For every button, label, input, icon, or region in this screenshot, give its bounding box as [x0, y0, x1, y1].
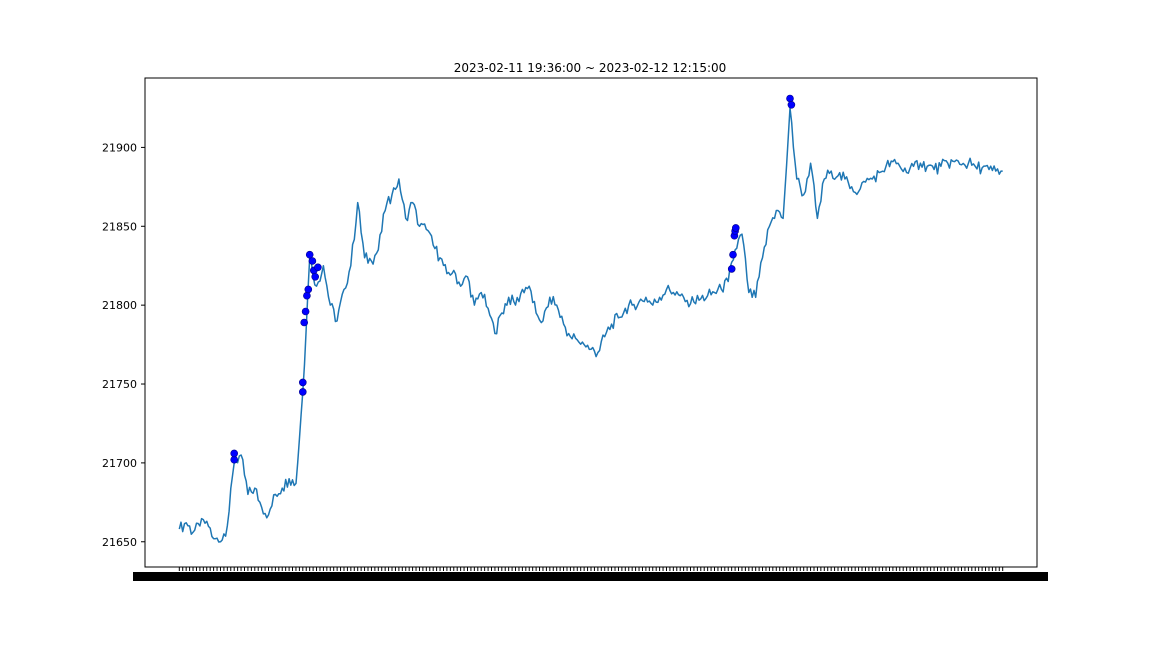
y-tick-label: 21750	[102, 378, 137, 391]
series-layer	[178, 107, 1003, 543]
signal-marker	[787, 101, 796, 109]
signal-marker	[298, 378, 307, 387]
signal-marker	[727, 265, 736, 273]
signal-marker	[300, 318, 309, 327]
signal-marker	[786, 94, 794, 103]
signal-marker	[298, 388, 307, 396]
y-tick-label: 21800	[102, 299, 137, 312]
y-tick-label: 21900	[102, 141, 137, 154]
marker-layer	[230, 94, 796, 464]
y-tick-label: 21850	[102, 220, 137, 233]
plot-area: 21650 21700 21750 21800 21850 21900	[102, 77, 1048, 581]
y-tick-label: 21650	[102, 536, 137, 549]
signal-marker	[230, 455, 238, 464]
signal-marker	[305, 250, 314, 259]
x-axis	[133, 567, 1048, 581]
signal-marker	[304, 285, 313, 294]
signal-marker	[308, 257, 317, 265]
signal-marker	[303, 291, 311, 300]
y-axis: 21650 21700 21750 21800 21850 21900	[102, 141, 145, 549]
price-series-line	[178, 107, 1003, 543]
signal-marker	[311, 272, 320, 281]
signal-marker	[301, 307, 310, 316]
signal-marker	[314, 263, 322, 272]
chart-title: 2023-02-11 19:36:00 ~ 2023-02-12 12:15:0…	[454, 61, 727, 75]
signal-marker	[230, 449, 238, 458]
x-tick-labels-band	[133, 572, 1048, 581]
signal-marker	[731, 224, 740, 232]
signal-marker	[729, 250, 737, 259]
y-tick-label: 21700	[102, 457, 137, 470]
